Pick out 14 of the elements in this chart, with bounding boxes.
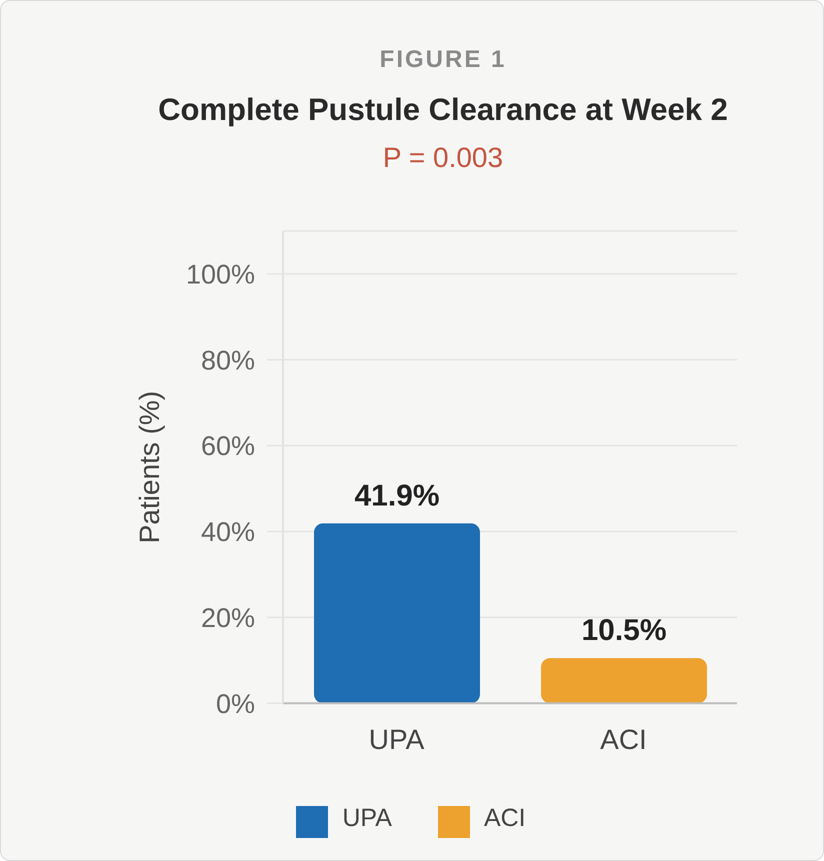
legend-label: ACI [484, 804, 526, 832]
y-tick-label: 80% [200, 345, 255, 376]
y-tick-label: 20% [200, 602, 255, 633]
legend-label: UPA [342, 804, 392, 832]
y-tick-label: 40% [200, 517, 255, 548]
data-label: 41.9% [354, 479, 440, 512]
data-label: 10.5% [581, 614, 667, 648]
y-tick-label: 60% [200, 431, 255, 462]
caption: FIGURE 1 [378, 45, 508, 75]
y-tick-label: 100% [186, 260, 255, 290]
chart-title: Complete Pustule Clearance at Week 2 [157, 91, 729, 129]
y-tick-label: 0% [216, 688, 255, 719]
chart-subtitle: P = 0.003 [382, 141, 504, 175]
y-axis-title: Patients (%) [134, 390, 165, 544]
